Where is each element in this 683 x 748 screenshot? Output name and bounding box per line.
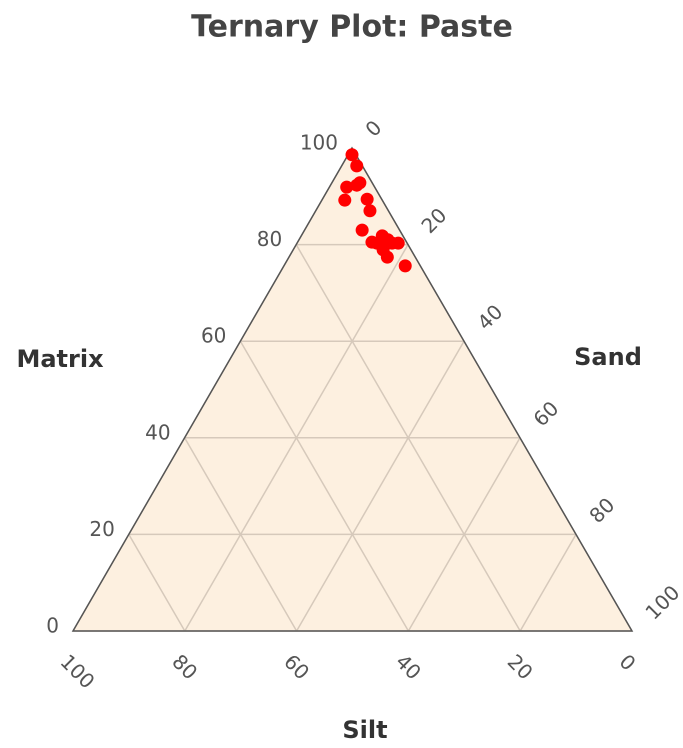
- a-tick-label: 80: [257, 227, 282, 251]
- b-tick-label: 80: [584, 493, 619, 528]
- grid-line: [519, 534, 577, 632]
- plot-area: [73, 148, 632, 631]
- c-tick-label: 80: [167, 649, 202, 684]
- data-point: [338, 193, 352, 207]
- grid-line: [239, 340, 410, 632]
- a-axis-title: Matrix: [16, 345, 104, 373]
- c-axis-title: Silt: [342, 716, 387, 744]
- data-point: [353, 176, 367, 190]
- data-point: [398, 259, 412, 273]
- data-point: [340, 180, 354, 194]
- data-point: [370, 236, 384, 250]
- b-tick-label: 20: [416, 203, 451, 238]
- c-tick-label: 0: [615, 649, 641, 675]
- plot-border: [71, 146, 634, 632]
- data-point: [363, 204, 377, 218]
- b-tick-label: 100: [640, 580, 683, 624]
- data-point: [391, 236, 405, 250]
- c-tick-label: 100: [56, 649, 100, 693]
- a-tick-label: 100: [300, 131, 338, 155]
- data-point: [345, 148, 359, 162]
- c-tick-label: 20: [503, 649, 538, 684]
- b-axis-title: Sand: [574, 343, 642, 371]
- a-tick-label: 60: [201, 324, 226, 348]
- grid-line: [295, 244, 521, 632]
- c-tick-label: 60: [279, 649, 314, 684]
- grid-line: [183, 437, 298, 632]
- b-tick-label: 40: [472, 300, 507, 335]
- data-point: [350, 159, 364, 173]
- c-tick-label: 40: [391, 649, 426, 684]
- data-point: [355, 223, 369, 237]
- data-point: [380, 250, 394, 264]
- grid-line: [128, 534, 186, 632]
- b-tick-label: 0: [360, 115, 386, 141]
- data-point: [360, 192, 374, 206]
- b-tick-label: 60: [528, 396, 563, 431]
- a-tick-label: 40: [145, 420, 170, 444]
- grid-line: [295, 340, 465, 632]
- chart-title: Ternary Plot: Paste: [191, 10, 513, 45]
- a-tick-label: 0: [46, 614, 59, 638]
- a-tick-label: 20: [89, 517, 114, 541]
